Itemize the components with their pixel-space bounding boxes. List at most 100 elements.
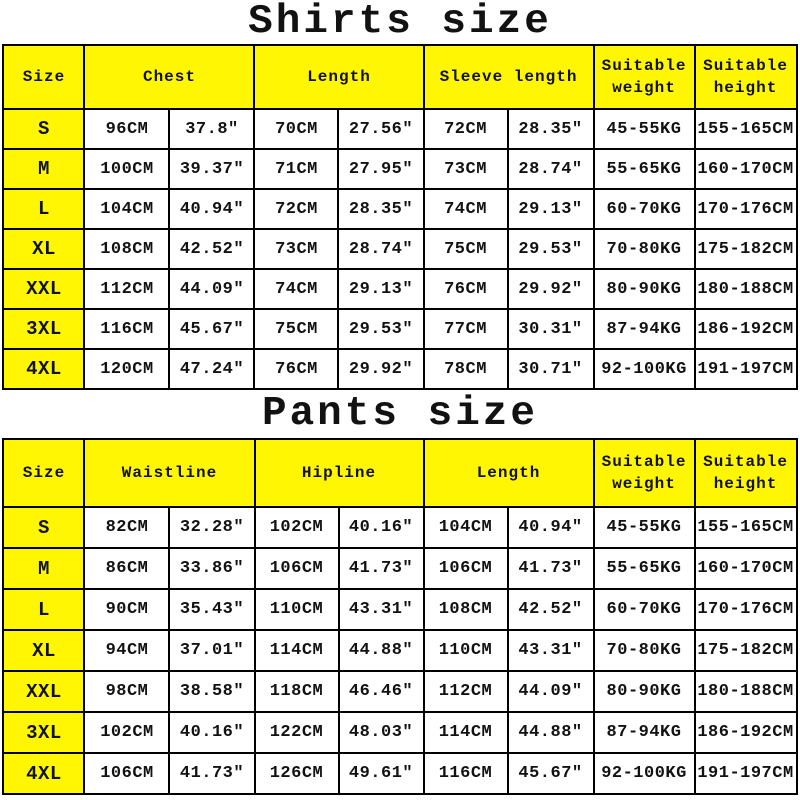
sleeve-cm-cell: 77CM: [422, 308, 509, 350]
weight-cell: 60-70KG: [592, 588, 696, 631]
size-label-cell: XXL: [2, 268, 86, 310]
weight-cell: 92-100KG: [592, 348, 696, 390]
weight-cell: 92-100KG: [592, 752, 696, 795]
shirts-header-length: Length: [253, 44, 425, 110]
hip-in-cell: 49.61″: [337, 752, 425, 795]
hip-cm-cell: 110CM: [253, 588, 340, 631]
size-label-cell: M: [2, 148, 86, 190]
sleeve-cm-cell: 72CM: [422, 108, 509, 150]
height-cell: 160-170CM: [693, 148, 798, 190]
table-row: XXL 112CM 44.09″ 74CM 29.13″ 76CM 29.92″…: [2, 268, 798, 310]
shirts-header-suitable-weight: Suitable weight: [592, 44, 696, 110]
waist-in-cell: 33.86″: [168, 547, 256, 590]
length-in-cell: 40.94″: [506, 506, 595, 549]
length-cm-cell: 73CM: [253, 228, 340, 270]
table-row: 3XL 116CM 45.67″ 75CM 29.53″ 77CM 30.31″…: [2, 308, 798, 350]
chest-in-cell: 40.94″: [168, 188, 256, 230]
weight-cell: 70-80KG: [592, 629, 696, 672]
size-label-cell: XL: [2, 629, 86, 672]
shirts-header-chest: Chest: [83, 44, 256, 110]
length-cm-cell: 116CM: [422, 752, 509, 795]
shirts-header-size: Size: [2, 44, 86, 110]
length-cm-cell: 112CM: [422, 670, 509, 713]
height-cell: 180-188CM: [693, 268, 798, 310]
table-row: XL 108CM 42.52″ 73CM 28.74″ 75CM 29.53″ …: [2, 228, 798, 270]
hip-cm-cell: 114CM: [253, 629, 340, 672]
height-cell: 170-176CM: [693, 188, 798, 230]
chest-in-cell: 37.8″: [168, 108, 256, 150]
sleeve-cm-cell: 73CM: [422, 148, 509, 190]
sleeve-cm-cell: 78CM: [422, 348, 509, 390]
pants-header-size: Size: [2, 438, 86, 508]
sleeve-cm-cell: 74CM: [422, 188, 509, 230]
height-cell: 155-165CM: [693, 506, 798, 549]
shirts-header-row: Size Chest Length Sleeve length Suitable…: [2, 44, 798, 110]
pants-header-row: Size Waistline Hipline Length Suitable w…: [2, 438, 798, 508]
height-cell: 175-182CM: [693, 228, 798, 270]
size-label-cell: XL: [2, 228, 86, 270]
waist-in-cell: 35.43″: [168, 588, 256, 631]
hip-in-cell: 44.88″: [337, 629, 425, 672]
length-in-cell: 28.35″: [337, 188, 425, 230]
weight-cell: 70-80KG: [592, 228, 696, 270]
size-label-cell: 4XL: [2, 348, 86, 390]
table-row: L 90CM 35.43″ 110CM 43.31″ 108CM 42.52″ …: [2, 588, 798, 631]
length-in-cell: 41.73″: [506, 547, 595, 590]
chest-cm-cell: 116CM: [83, 308, 171, 350]
chest-cm-cell: 100CM: [83, 148, 171, 190]
pants-header-suitable-weight: Suitable weight: [592, 438, 696, 508]
pants-title: Pants size: [261, 391, 539, 437]
chest-cm-cell: 96CM: [83, 108, 171, 150]
waist-cm-cell: 102CM: [83, 711, 171, 754]
shirts-size-table: Size Chest Length Sleeve length Suitable…: [2, 44, 798, 390]
height-cell: 191-197CM: [693, 752, 798, 795]
waist-in-cell: 40.16″: [168, 711, 256, 754]
chest-cm-cell: 104CM: [83, 188, 171, 230]
pants-size-table: Size Waistline Hipline Length Suitable w…: [2, 438, 798, 795]
height-cell: 170-176CM: [693, 588, 798, 631]
shirts-header-sleeve-length: Sleeve length: [422, 44, 595, 110]
height-cell: 160-170CM: [693, 547, 798, 590]
chest-cm-cell: 108CM: [83, 228, 171, 270]
table-row: XL 94CM 37.01″ 114CM 44.88″ 110CM 43.31″…: [2, 629, 798, 672]
length-cm-cell: 110CM: [422, 629, 509, 672]
hip-in-cell: 46.46″: [337, 670, 425, 713]
length-cm-cell: 74CM: [253, 268, 340, 310]
sleeve-in-cell: 30.71″: [506, 348, 595, 390]
table-row: 4XL 106CM 41.73″ 126CM 49.61″ 116CM 45.6…: [2, 752, 798, 795]
chest-in-cell: 47.24″: [168, 348, 256, 390]
waist-cm-cell: 106CM: [83, 752, 171, 795]
weight-cell: 55-65KG: [592, 148, 696, 190]
pants-header-hipline: Hipline: [253, 438, 425, 508]
waist-in-cell: 32.28″: [168, 506, 256, 549]
chest-in-cell: 42.52″: [168, 228, 256, 270]
weight-cell: 87-94KG: [592, 308, 696, 350]
length-cm-cell: 106CM: [422, 547, 509, 590]
table-row: S 82CM 32.28″ 102CM 40.16″ 104CM 40.94″ …: [2, 506, 798, 549]
sleeve-in-cell: 29.13″: [506, 188, 595, 230]
size-label-cell: XXL: [2, 670, 86, 713]
shirts-header-suitable-height: Suitable height: [693, 44, 798, 110]
height-cell: 155-165CM: [693, 108, 798, 150]
length-in-cell: 44.88″: [506, 711, 595, 754]
table-row: M 86CM 33.86″ 106CM 41.73″ 106CM 41.73″ …: [2, 547, 798, 590]
waist-cm-cell: 82CM: [83, 506, 171, 549]
shirts-title: Shirts size: [248, 0, 552, 45]
waist-cm-cell: 86CM: [83, 547, 171, 590]
length-cm-cell: 104CM: [422, 506, 509, 549]
chest-in-cell: 45.67″: [168, 308, 256, 350]
size-label-cell: 4XL: [2, 752, 86, 795]
weight-cell: 80-90KG: [592, 670, 696, 713]
hip-in-cell: 48.03″: [337, 711, 425, 754]
pants-header-waistline: Waistline: [83, 438, 256, 508]
size-label-cell: 3XL: [2, 711, 86, 754]
table-row: S 96CM 37.8″ 70CM 27.56″ 72CM 28.35″ 45-…: [2, 108, 798, 150]
table-row: XXL 98CM 38.58″ 118CM 46.46″ 112CM 44.09…: [2, 670, 798, 713]
hip-cm-cell: 102CM: [253, 506, 340, 549]
table-row: 4XL 120CM 47.24″ 76CM 29.92″ 78CM 30.71″…: [2, 348, 798, 390]
length-in-cell: 44.09″: [506, 670, 595, 713]
size-label-cell: 3XL: [2, 308, 86, 350]
height-cell: 186-192CM: [693, 308, 798, 350]
hip-cm-cell: 118CM: [253, 670, 340, 713]
length-cm-cell: 76CM: [253, 348, 340, 390]
